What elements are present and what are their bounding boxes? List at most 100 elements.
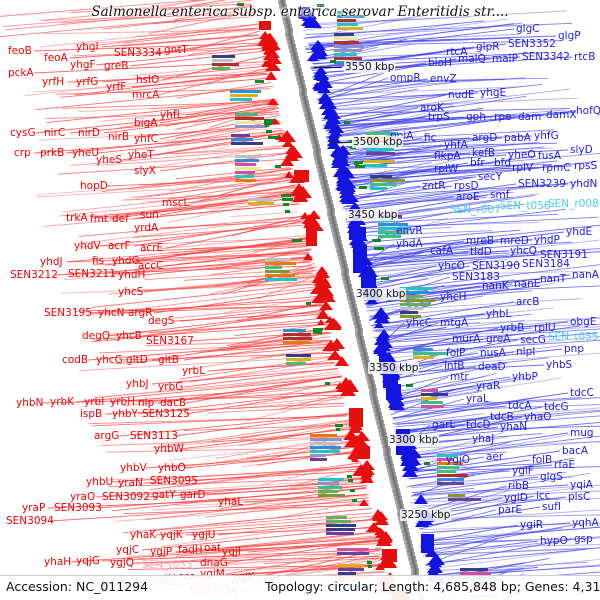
domain-color-bar[interactable] xyxy=(318,494,345,497)
gene-label-forward[interactable]: arcB xyxy=(516,296,540,308)
forward-strand-feature[interactable] xyxy=(306,53,319,61)
gene-label-reverse[interactable]: yhdV xyxy=(74,240,101,252)
gene-label-reverse[interactable]: yraO xyxy=(70,491,96,503)
gene-label-reverse[interactable]: gntT xyxy=(164,44,188,56)
gene-label-reverse[interactable]: yhcB xyxy=(116,330,142,342)
feature-tick[interactable] xyxy=(352,499,358,502)
domain-color-bar[interactable] xyxy=(326,528,356,531)
gene-label-forward[interactable]: rplU xyxy=(534,322,556,334)
domain-color-bar[interactable] xyxy=(364,160,395,163)
gene-label-forward[interactable]: damX xyxy=(546,109,577,121)
domain-color-bar[interactable] xyxy=(282,337,313,340)
gene-label-reverse[interactable]: yhcS xyxy=(118,286,144,298)
domain-color-bar[interactable] xyxy=(421,401,443,404)
forward-strand-feature[interactable] xyxy=(374,321,385,328)
domain-color-bar[interactable] xyxy=(378,231,408,234)
domain-color-bar[interactable] xyxy=(235,125,267,128)
reverse-strand-feature[interactable] xyxy=(303,253,314,260)
gene-label-reverse[interactable]: gltD xyxy=(126,354,148,366)
gene-label-reverse[interactable]: yrfG xyxy=(76,76,99,88)
gene-label-forward[interactable]: ygiD xyxy=(504,492,528,504)
gene-label-reverse[interactable]: gatY xyxy=(152,489,176,501)
reverse-strand-feature[interactable] xyxy=(283,171,294,178)
forward-strand-feature[interactable] xyxy=(401,466,418,477)
gene-label-reverse[interactable]: def xyxy=(112,213,129,225)
gene-label-forward[interactable]: deaD xyxy=(478,361,506,373)
feature-tick[interactable] xyxy=(316,4,324,7)
gene-label-reverse[interactable]: yhfC xyxy=(134,133,158,145)
gene-label-forward[interactable]: rplW xyxy=(434,163,459,175)
domain-color-bar[interactable] xyxy=(318,482,340,485)
gene-label-reverse[interactable]: yrbH xyxy=(110,396,136,408)
domain-color-bar[interactable] xyxy=(265,278,298,281)
domain-color-bar[interactable] xyxy=(399,287,433,290)
domain-color-bar[interactable] xyxy=(334,33,354,36)
feature-tick[interactable] xyxy=(334,424,344,427)
reverse-strand-feature[interactable] xyxy=(334,356,349,366)
domain-color-bar[interactable] xyxy=(310,446,342,449)
reverse-strand-feature[interactable] xyxy=(285,146,304,158)
gene-label-forward[interactable]: SEN3239 xyxy=(518,178,566,190)
gene-label-forward[interactable]: glgP xyxy=(558,30,581,42)
gene-label-reverse[interactable]: yhdJ xyxy=(40,256,63,268)
domain-color-bar[interactable] xyxy=(399,295,423,298)
gene-label-forward[interactable]: yqhA xyxy=(572,517,599,529)
reverse-strand-feature[interactable] xyxy=(317,319,326,325)
gene-label-reverse[interactable]: feoB xyxy=(8,45,32,57)
domain-color-bar[interactable] xyxy=(247,198,273,201)
domain-color-bar[interactable] xyxy=(211,67,230,70)
reverse-strand-feature[interactable] xyxy=(267,98,280,105)
domain-color-bar[interactable] xyxy=(399,291,429,294)
gene-label-forward[interactable]: rplV xyxy=(512,162,534,174)
domain-color-bar[interactable] xyxy=(337,572,357,575)
gene-label-forward[interactable]: folB xyxy=(532,454,553,466)
gene-label-forward[interactable]: bioH xyxy=(428,57,452,69)
gene-label-forward[interactable]: kefB xyxy=(472,147,496,159)
forward-strand-feature[interactable] xyxy=(328,142,339,149)
domain-color-bar[interactable] xyxy=(437,470,456,473)
domain-color-bar[interactable] xyxy=(413,356,434,359)
feature-tick[interactable] xyxy=(267,136,279,139)
gene-label-reverse[interactable]: fadH xyxy=(178,544,203,556)
gene-label-reverse[interactable]: hopD xyxy=(80,180,108,192)
gene-label-reverse[interactable]: argR xyxy=(128,307,153,319)
domain-color-bar[interactable] xyxy=(337,15,365,18)
domain-color-bar[interactable] xyxy=(334,49,363,52)
gene-label-forward[interactable]: infB xyxy=(444,360,465,372)
gene-label-forward[interactable]: tdcA xyxy=(508,400,532,412)
gene-label-forward[interactable]: nanK xyxy=(482,280,509,292)
domain-color-bar[interactable] xyxy=(437,454,458,457)
gene-label-forward[interactable]: glgS xyxy=(540,471,563,483)
gene-label-forward[interactable]: yhdA xyxy=(396,238,423,250)
domain-color-bar[interactable] xyxy=(365,132,399,135)
feature-tick[interactable] xyxy=(291,239,303,242)
domain-color-bar[interactable] xyxy=(437,474,468,477)
domain-color-bar[interactable] xyxy=(370,187,388,190)
gene-label-forward[interactable]: yhdE xyxy=(566,226,593,238)
gene-label-reverse[interactable]: yheU xyxy=(72,147,100,159)
reverse-strand-feature[interactable] xyxy=(264,71,277,80)
feature-tick[interactable] xyxy=(353,162,360,165)
feature-tick[interactable] xyxy=(263,119,275,122)
domain-color-bar[interactable] xyxy=(437,482,465,485)
reverse-strand-feature[interactable] xyxy=(339,389,350,396)
gene-label-forward[interactable]: yhfG xyxy=(534,130,559,142)
gene-label-reverse[interactable]: ygjQ xyxy=(110,557,135,569)
gene-label-forward[interactable]: glgC xyxy=(516,23,540,35)
gene-label-forward[interactable]: rpsD xyxy=(454,180,479,192)
domain-color-bar[interactable] xyxy=(285,362,306,365)
gene-label-reverse[interactable]: yrbI xyxy=(84,396,105,408)
gene-label-reverse[interactable]: prkB xyxy=(40,147,65,159)
gene-label-forward[interactable]: rfaE xyxy=(554,459,576,471)
feature-tick[interactable] xyxy=(380,277,390,280)
forward-strand-feature[interactable] xyxy=(420,534,435,554)
gene-label-reverse[interactable]: SEN3093 xyxy=(54,502,102,514)
gene-label-reverse[interactable]: yhdG xyxy=(112,255,140,267)
gene-label-forward[interactable]: fic xyxy=(424,132,437,144)
domain-color-bar[interactable] xyxy=(334,41,360,44)
gene-label-forward[interactable]: mreB xyxy=(466,235,494,247)
gene-label-reverse[interactable]: SEN3212 xyxy=(10,269,58,281)
domain-color-bar[interactable] xyxy=(229,98,252,101)
domain-color-bar[interactable] xyxy=(365,152,395,155)
domain-color-bar[interactable] xyxy=(334,45,364,48)
